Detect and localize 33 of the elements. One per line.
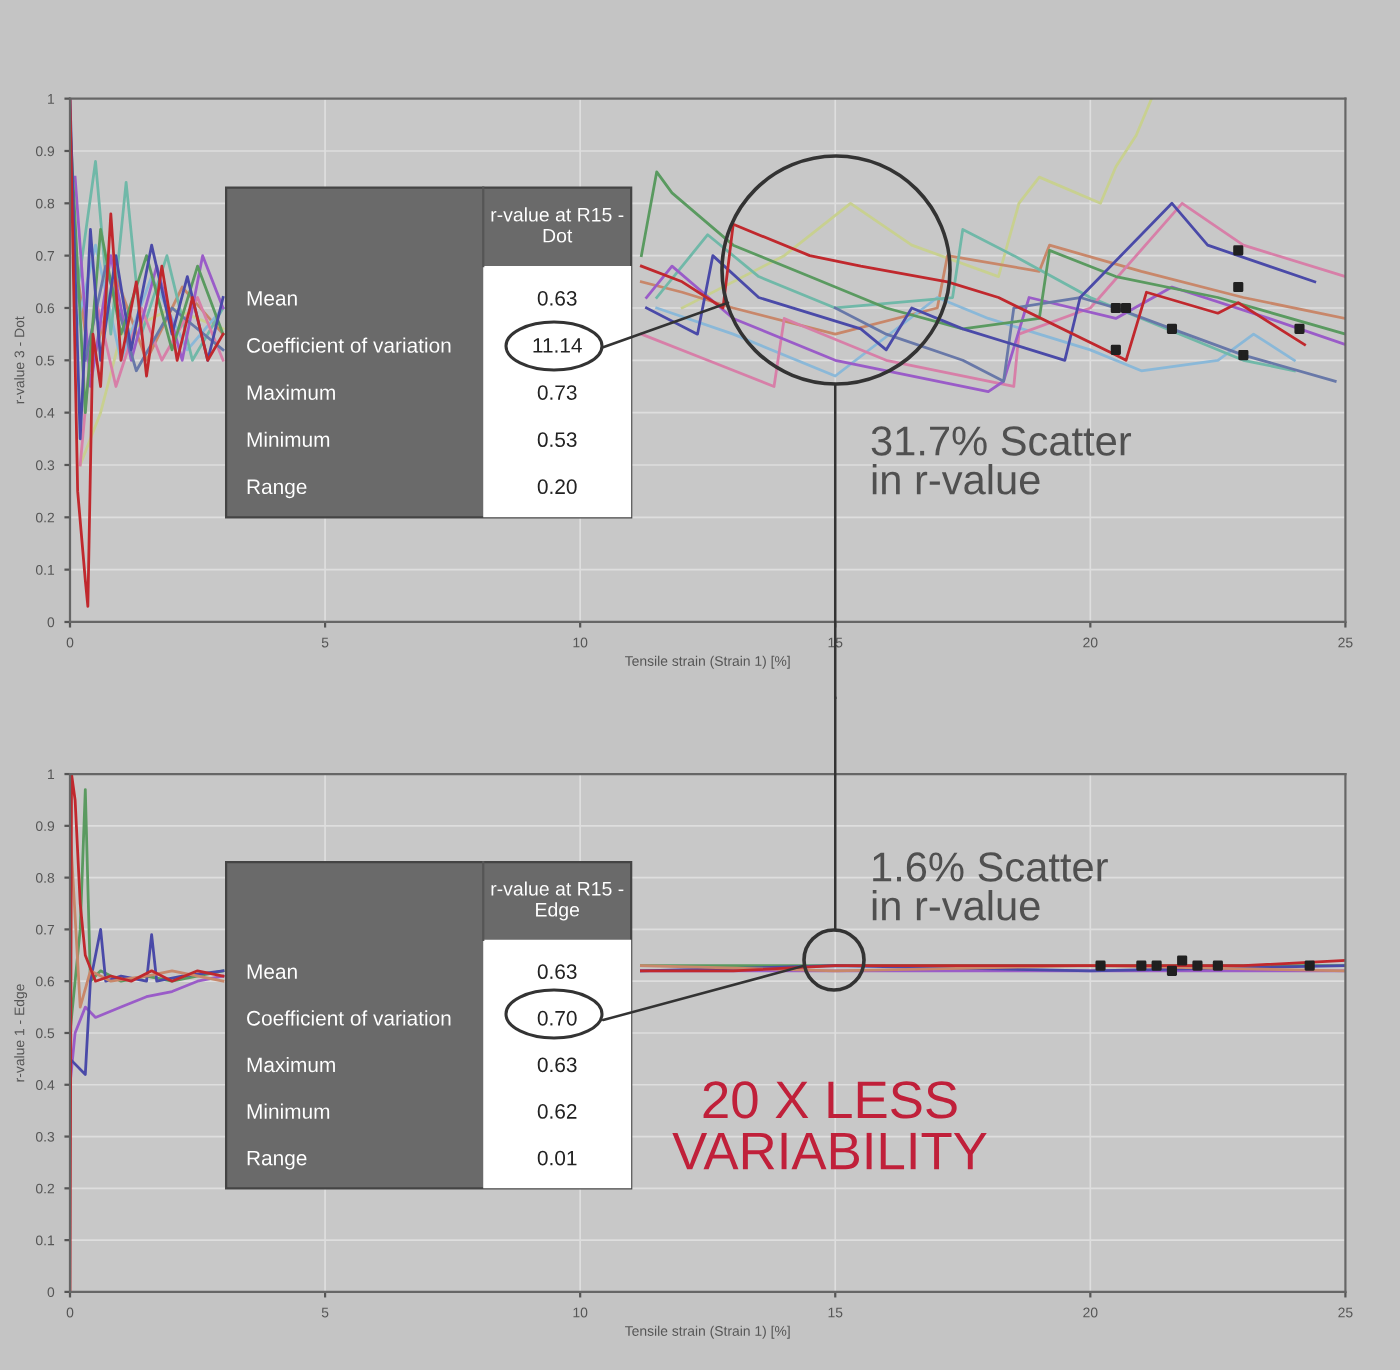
annotation: Range	[247, 479, 307, 499]
point	[1110, 344, 1121, 355]
point	[1166, 323, 1178, 334]
annotation: 0.70	[537, 1010, 577, 1026]
annotation: Coefficient of variation	[247, 337, 451, 353]
annotation: 1.6% Scatter in r-value	[872, 852, 1108, 921]
annotation: Coefficient of variation	[247, 1010, 451, 1026]
annotation: Mean	[247, 964, 297, 980]
annotation: Minimum	[247, 1103, 330, 1119]
point	[1294, 323, 1305, 334]
annotation: r-value at R15 - Edge	[491, 881, 624, 921]
annotation: 0.53	[537, 432, 577, 448]
annotation: Range	[247, 1150, 307, 1170]
annotation: 0.20	[537, 479, 577, 495]
annotation: 0.63	[537, 290, 577, 306]
annotation: 0.62	[537, 1104, 577, 1119]
annotation: 0.01	[537, 1150, 577, 1166]
annotation: Mean	[247, 291, 297, 306]
point	[1233, 281, 1244, 293]
point	[1238, 350, 1249, 361]
annotation: Maximum	[247, 384, 335, 400]
point	[1120, 302, 1132, 314]
annotation: r-value at R15 - Dot	[491, 207, 624, 243]
annotation: 20 X LESS VARIABILITY	[672, 1081, 987, 1170]
annotation: 0.63	[537, 964, 577, 980]
annotation: 31.7% Scatter in r-value	[871, 426, 1132, 495]
annotation: 0.63	[537, 1057, 577, 1073]
annotation: Minimum	[247, 431, 330, 448]
annotation: 0.73	[537, 385, 577, 400]
point	[1233, 245, 1244, 256]
point	[1110, 302, 1121, 314]
annotation: 11.14	[533, 338, 582, 353]
annotation: Maximum	[247, 1056, 335, 1073]
